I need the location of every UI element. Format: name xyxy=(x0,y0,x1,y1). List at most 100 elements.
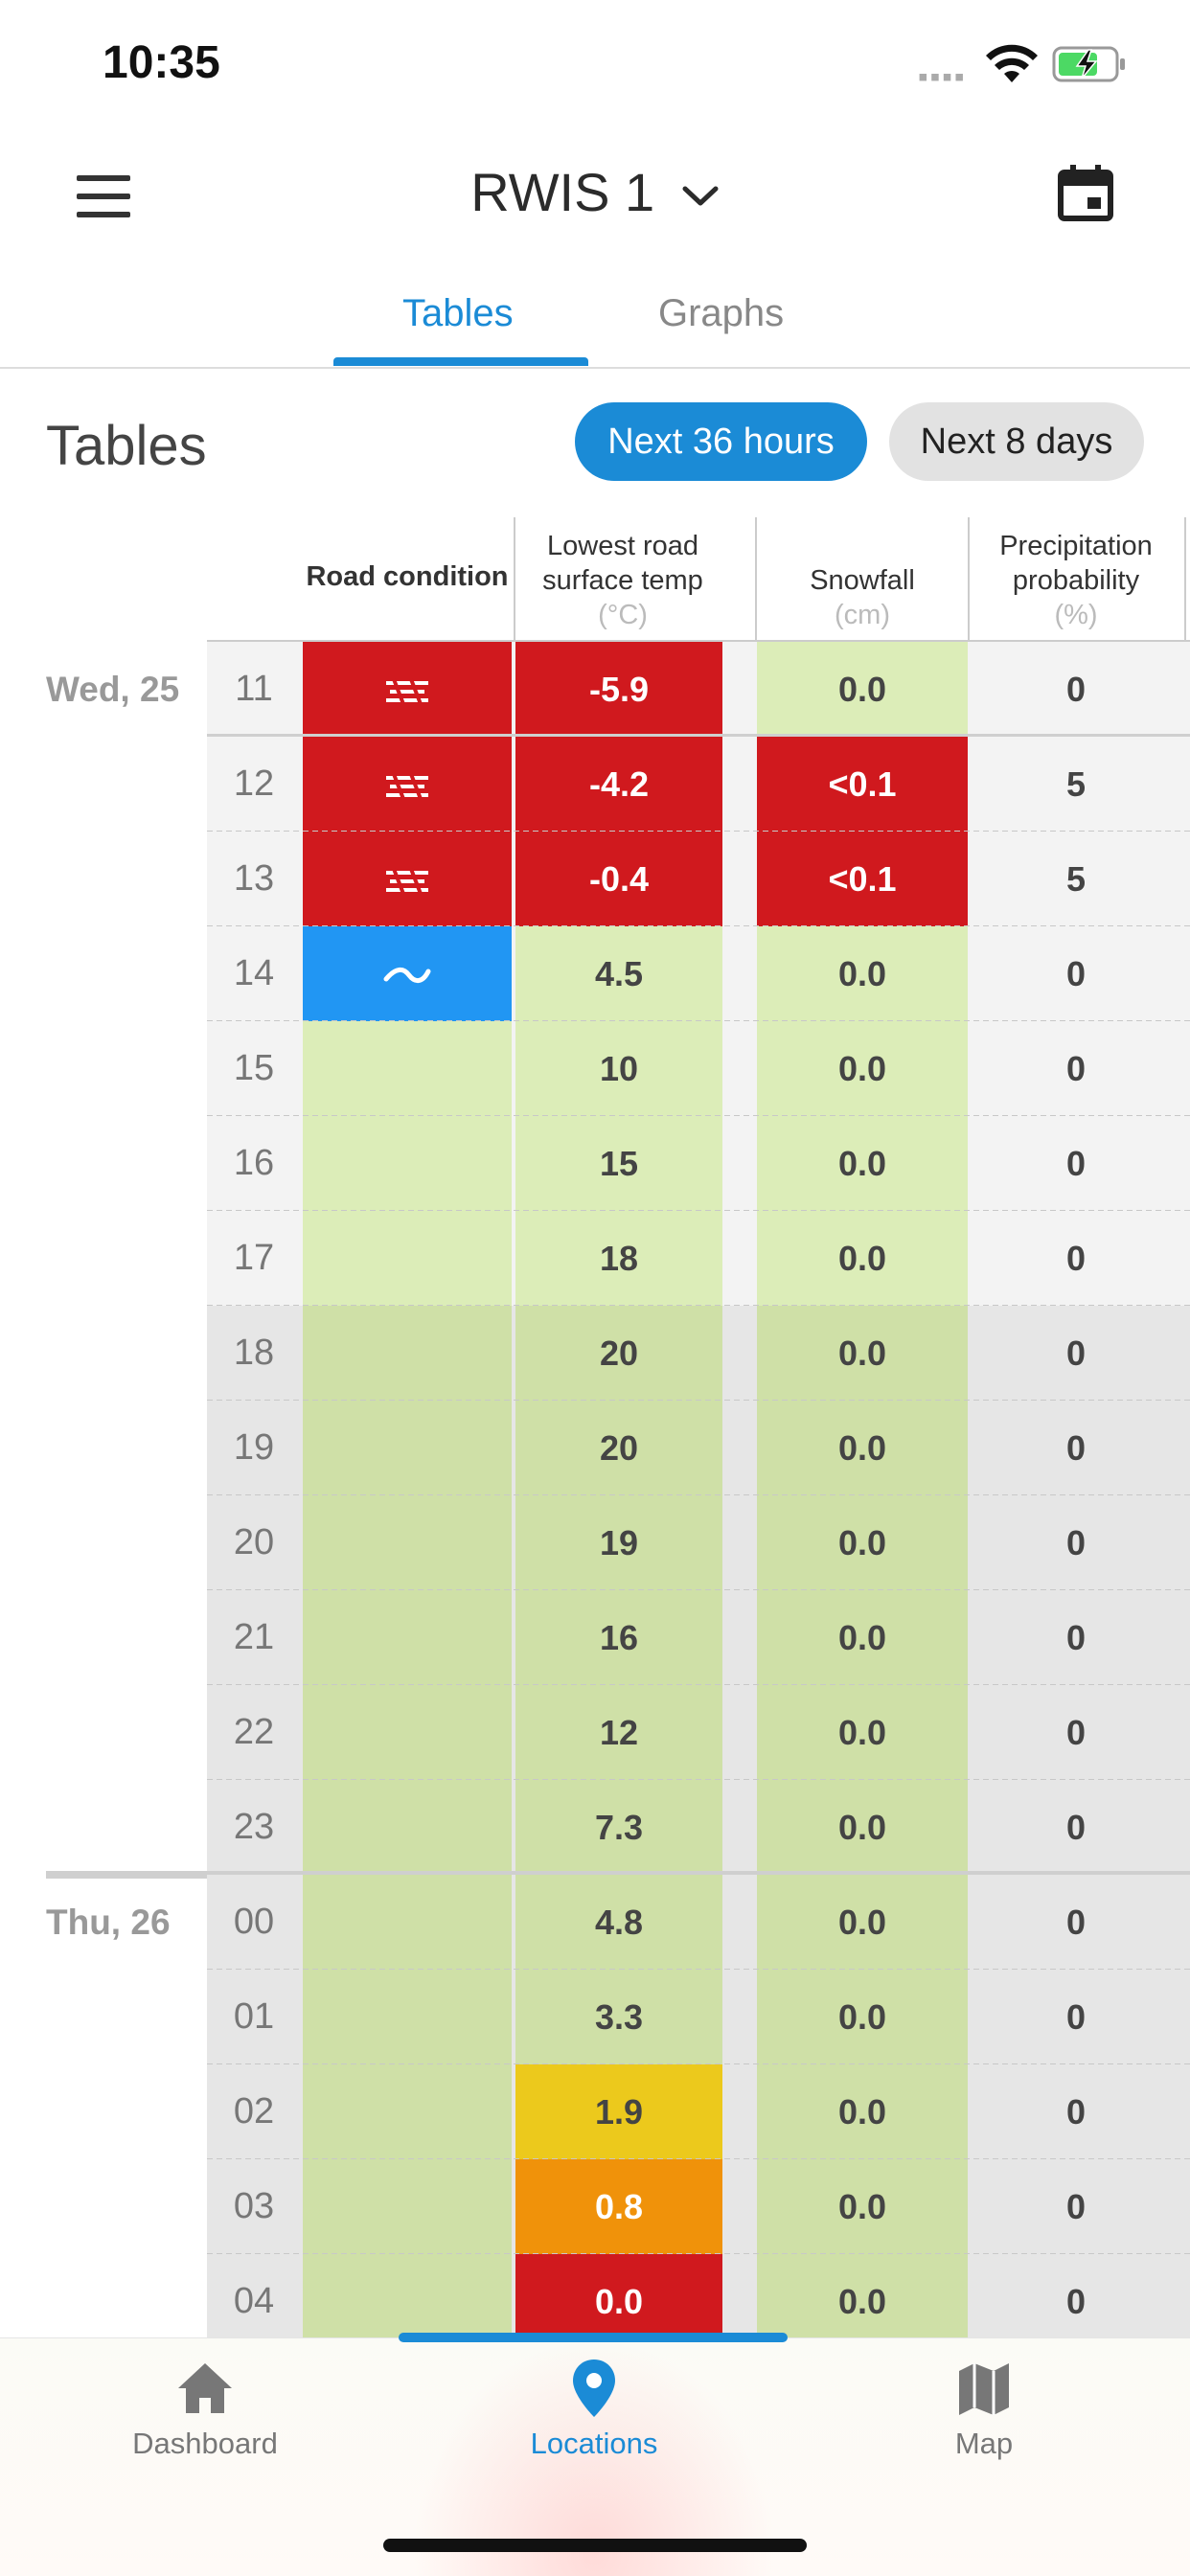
precipitation-cell: 0 xyxy=(970,1116,1182,1211)
nav-map[interactable]: Map xyxy=(869,2358,1099,2461)
road-temp-cell: -0.4 xyxy=(515,832,722,926)
road-condition-cell xyxy=(303,1306,512,1401)
page-title: RWIS 1 xyxy=(470,162,655,222)
precipitation-cell: 0 xyxy=(970,2159,1182,2254)
day-label: Thu, 26 xyxy=(46,1903,171,1942)
calendar-icon[interactable] xyxy=(1057,163,1114,222)
snowfall-cell: 0.0 xyxy=(757,1685,968,1780)
road-condition-cell xyxy=(303,1875,512,1970)
current-hour-separator xyxy=(207,734,1190,739)
road-condition-cell xyxy=(303,737,512,832)
view-tabs: Tables Graphs xyxy=(0,273,1190,369)
ice-icon xyxy=(386,773,428,801)
tab-graphs[interactable]: Graphs xyxy=(658,292,785,334)
hour-label: 19 xyxy=(233,1427,275,1468)
day-label: Wed, 25 xyxy=(46,670,180,709)
precipitation-cell: 0 xyxy=(970,1306,1182,1401)
location-selector[interactable]: RWIS 1 xyxy=(0,161,1190,223)
snowfall-cell: 0.0 xyxy=(757,2159,968,2254)
active-nav-indicator xyxy=(399,2333,788,2342)
hour-label: 15 xyxy=(233,1048,275,1088)
precipitation-cell: 0 xyxy=(970,1875,1182,1970)
home-icon xyxy=(178,2363,232,2413)
road-temp-cell: 4.8 xyxy=(515,1875,722,1970)
wet-icon xyxy=(383,968,431,984)
road-condition-cell xyxy=(303,1685,512,1780)
road-condition-cell xyxy=(303,926,512,1021)
road-condition-cell xyxy=(303,1780,512,1875)
road-condition-cell xyxy=(303,2064,512,2159)
table-row: 17 18 0.0 0 xyxy=(0,1211,1190,1306)
column-header-snowfall: Snowfall (cm) xyxy=(810,565,915,630)
table-row: 21 16 0.0 0 xyxy=(0,1590,1190,1685)
column-header-road-condition: Road condition xyxy=(306,561,509,592)
divider xyxy=(0,367,1190,369)
table-row: 02 1.9 0.0 0 xyxy=(0,2064,1190,2159)
road-temp-cell: 4.5 xyxy=(515,926,722,1021)
ice-icon xyxy=(386,868,428,896)
road-temp-cell: 18 xyxy=(515,1211,722,1306)
road-temp-cell: 1.9 xyxy=(515,2064,722,2159)
hour-label: 03 xyxy=(233,2186,275,2226)
tab-tables[interactable]: Tables xyxy=(402,292,514,334)
precipitation-cell: 0 xyxy=(970,642,1182,737)
table-row: 20 19 0.0 0 xyxy=(0,1495,1190,1590)
hour-label: 01 xyxy=(233,1996,275,2037)
precipitation-cell: 0 xyxy=(970,1970,1182,2064)
road-condition-cell xyxy=(303,642,512,737)
road-temp-cell: 20 xyxy=(515,1306,722,1401)
road-temp-cell: 12 xyxy=(515,1685,722,1780)
table-row: 14 4.5 0.0 0 xyxy=(0,926,1190,1021)
precipitation-cell: 5 xyxy=(970,737,1182,832)
status-time: 10:35 xyxy=(103,37,220,88)
road-temp-cell: -4.2 xyxy=(515,737,722,832)
home-indicator xyxy=(383,2539,807,2552)
hour-label: 20 xyxy=(233,1522,275,1562)
road-temp-cell: 7.3 xyxy=(515,1780,722,1875)
precipitation-cell: 0 xyxy=(970,2254,1182,2349)
road-condition-cell xyxy=(303,2159,512,2254)
precipitation-cell: 0 xyxy=(970,926,1182,1021)
hour-label: 17 xyxy=(233,1238,275,1278)
table-row: 16 15 0.0 0 xyxy=(0,1116,1190,1211)
location-pin-icon xyxy=(573,2359,615,2417)
table-row: 23 7.3 0.0 0 xyxy=(0,1780,1190,1875)
snowfall-cell: 0.0 xyxy=(757,926,968,1021)
road-condition-cell xyxy=(303,1495,512,1590)
hour-label: 12 xyxy=(233,764,275,804)
snowfall-cell: 0.0 xyxy=(757,2254,968,2349)
precipitation-cell: 0 xyxy=(970,1495,1182,1590)
road-condition-cell xyxy=(303,1590,512,1685)
table-row: 03 0.8 0.0 0 xyxy=(0,2159,1190,2254)
hour-label: 14 xyxy=(233,953,275,993)
snowfall-cell: 0.0 xyxy=(757,1306,968,1401)
range-8-days-button[interactable]: Next 8 days xyxy=(889,402,1144,481)
hour-label: 02 xyxy=(233,2091,275,2131)
precipitation-cell: 5 xyxy=(970,832,1182,926)
section-title: Tables xyxy=(46,415,207,477)
active-tab-indicator xyxy=(333,357,588,366)
bottom-navigation: Dashboard Locations Map xyxy=(0,2333,1190,2576)
hour-label: 11 xyxy=(235,669,273,709)
nav-locations[interactable]: Locations xyxy=(479,2358,709,2461)
table-row: 13 -0.4 <0.1 5 xyxy=(0,832,1190,926)
road-temp-cell: 0.8 xyxy=(515,2159,722,2254)
menu-icon[interactable] xyxy=(77,175,130,217)
snowfall-cell: <0.1 xyxy=(757,832,968,926)
hour-label: 22 xyxy=(233,1712,275,1752)
road-temp-cell: -5.9 xyxy=(515,642,722,737)
road-temp-cell: 19 xyxy=(515,1495,722,1590)
snowfall-cell: 0.0 xyxy=(757,1021,968,1116)
precipitation-cell: 0 xyxy=(970,1685,1182,1780)
hour-label: 23 xyxy=(233,1807,275,1847)
hour-label: 18 xyxy=(233,1333,275,1373)
precipitation-cell: 0 xyxy=(970,1590,1182,1685)
nav-dashboard[interactable]: Dashboard xyxy=(90,2358,320,2461)
ice-icon xyxy=(386,678,428,706)
precipitation-cell: 0 xyxy=(970,1021,1182,1116)
snowfall-cell: 0.0 xyxy=(757,1590,968,1685)
battery-charging-icon xyxy=(1052,46,1125,82)
range-36-hours-button[interactable]: Next 36 hours xyxy=(575,402,867,481)
road-temp-cell: 16 xyxy=(515,1590,722,1685)
snowfall-cell: 0.0 xyxy=(757,1401,968,1495)
